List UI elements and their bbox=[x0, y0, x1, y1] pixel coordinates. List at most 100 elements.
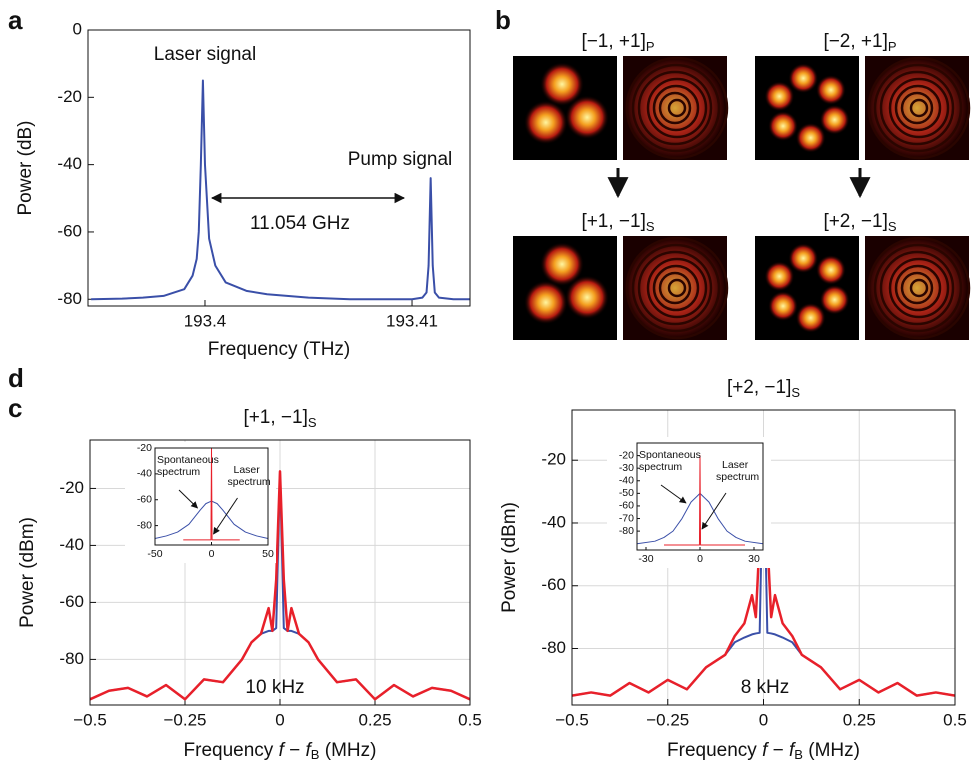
panel-label: d bbox=[8, 363, 24, 393]
panel-label: a bbox=[8, 5, 23, 35]
mode-lobe bbox=[565, 275, 610, 320]
x-tick-label: 193.41 bbox=[386, 311, 438, 330]
x-tick-label: -30 bbox=[638, 553, 653, 565]
mode-label-text: [−1, +1] bbox=[581, 31, 645, 52]
annotation-arrow bbox=[660, 484, 687, 504]
x-tick-label: −0.5 bbox=[73, 710, 107, 729]
interference-ring bbox=[900, 91, 934, 125]
interference-ring bbox=[652, 84, 700, 132]
mode-label: [+2, −1]S bbox=[823, 211, 896, 234]
x-tick-label: 0.25 bbox=[843, 710, 876, 729]
y-tick-label: -60 bbox=[619, 500, 634, 512]
y-tick-label: -20 bbox=[137, 442, 152, 454]
y-tick-label: -30 bbox=[619, 462, 634, 474]
interference-ring bbox=[894, 84, 942, 132]
interference-ring bbox=[909, 98, 929, 118]
x-axis-label-part: (MHz) bbox=[319, 740, 376, 761]
interference-ring bbox=[900, 271, 934, 305]
x-tick-label: 0 bbox=[275, 710, 284, 729]
annotation: spectrum bbox=[716, 471, 759, 483]
x-axis-label-part: − bbox=[767, 740, 789, 761]
interference-ring bbox=[625, 56, 729, 160]
x-tick-label: 0 bbox=[759, 710, 768, 729]
mode-lobe bbox=[815, 74, 846, 105]
axes-frame bbox=[636, 442, 764, 551]
x-tick-label: 0.5 bbox=[943, 710, 967, 729]
title-subscript: S bbox=[308, 415, 317, 430]
annotation: 11.054 GHz bbox=[250, 213, 350, 234]
mode-label-subscript: P bbox=[646, 39, 655, 54]
mode-label: [−1, +1]P bbox=[581, 31, 654, 54]
x-axis-label-part: B bbox=[311, 747, 320, 762]
mode-lobe bbox=[795, 302, 826, 333]
x-tick-label: 0.25 bbox=[358, 710, 391, 729]
mode-lobe bbox=[819, 284, 850, 315]
mode-lobe bbox=[540, 242, 585, 287]
x-axis-label-part: Frequency bbox=[667, 740, 762, 761]
annotation: Laser bbox=[722, 459, 749, 471]
interference-ring bbox=[637, 70, 713, 146]
x-axis-label-part: B bbox=[794, 747, 803, 762]
annotation-arrow bbox=[213, 497, 238, 535]
y-tick-label: -40 bbox=[541, 512, 566, 531]
x-axis-label-part: f bbox=[279, 740, 286, 761]
mode-lobe bbox=[795, 122, 826, 153]
interference-ring bbox=[646, 257, 708, 319]
panel-label: c bbox=[8, 393, 22, 423]
mode-lobe bbox=[788, 243, 819, 274]
y-tick-label: -40 bbox=[137, 468, 152, 480]
interference-ring bbox=[631, 63, 721, 153]
title-text: [+1, −1] bbox=[243, 407, 307, 428]
annotation: Laser signal bbox=[154, 44, 256, 65]
y-tick-label: -60 bbox=[57, 221, 82, 240]
annotation: Laser bbox=[234, 464, 261, 476]
x-tick-label: 0 bbox=[697, 553, 703, 565]
inset-background bbox=[607, 437, 771, 568]
series-line bbox=[91, 79, 470, 301]
y-tick-label: -50 bbox=[619, 487, 634, 499]
mode-lobe bbox=[764, 261, 795, 292]
interference-ring bbox=[646, 77, 708, 139]
inset-background bbox=[125, 442, 276, 563]
x-tick-label: 50 bbox=[262, 548, 274, 560]
axes-frame bbox=[89, 439, 471, 706]
mode-lobe bbox=[540, 62, 585, 107]
y-tick-label: -20 bbox=[541, 450, 566, 469]
interference-ring bbox=[879, 70, 955, 146]
x-axis-label-part: f bbox=[789, 740, 796, 761]
interference-ring bbox=[625, 236, 729, 340]
mode-label: [−2, +1]P bbox=[823, 31, 896, 54]
x-tick-label: -50 bbox=[147, 548, 162, 560]
interference-ring bbox=[637, 250, 713, 326]
axes-frame bbox=[571, 409, 956, 706]
axes-frame bbox=[154, 447, 269, 546]
y-tick-label: -80 bbox=[137, 519, 152, 531]
interference-ring bbox=[631, 243, 721, 333]
annotation: 8 kHz bbox=[741, 677, 790, 698]
x-tick-label: −0.25 bbox=[163, 710, 206, 729]
mode-label-subscript: S bbox=[646, 219, 655, 234]
x-axis-label-part: (MHz) bbox=[803, 740, 860, 761]
interference-ring bbox=[888, 77, 950, 139]
annotation: Pump signal bbox=[348, 149, 453, 170]
interference-ring bbox=[909, 278, 929, 298]
annotation: Spontaneous bbox=[639, 449, 701, 461]
title-subscript: S bbox=[791, 385, 800, 400]
x-tick-label: 193.4 bbox=[184, 311, 227, 330]
mode-label-subscript: P bbox=[888, 39, 897, 54]
x-axis-label: Frequency f − fB (MHz) bbox=[184, 740, 377, 762]
x-axis-label-part: f bbox=[762, 740, 769, 761]
mode-lobe bbox=[768, 111, 799, 142]
interference-ring bbox=[658, 91, 692, 125]
annotation: spectrum bbox=[157, 466, 200, 478]
x-axis-label-part: Frequency bbox=[184, 740, 279, 761]
y-tick-label: -70 bbox=[619, 512, 634, 524]
series-line bbox=[89, 470, 471, 701]
y-tick-label: 0 bbox=[73, 19, 82, 38]
annotation: spectrum bbox=[639, 461, 682, 473]
y-tick-label: -20 bbox=[57, 87, 82, 106]
mode-lobe bbox=[565, 95, 610, 140]
y-tick-label: -80 bbox=[619, 525, 634, 537]
interference-ring bbox=[873, 63, 963, 153]
